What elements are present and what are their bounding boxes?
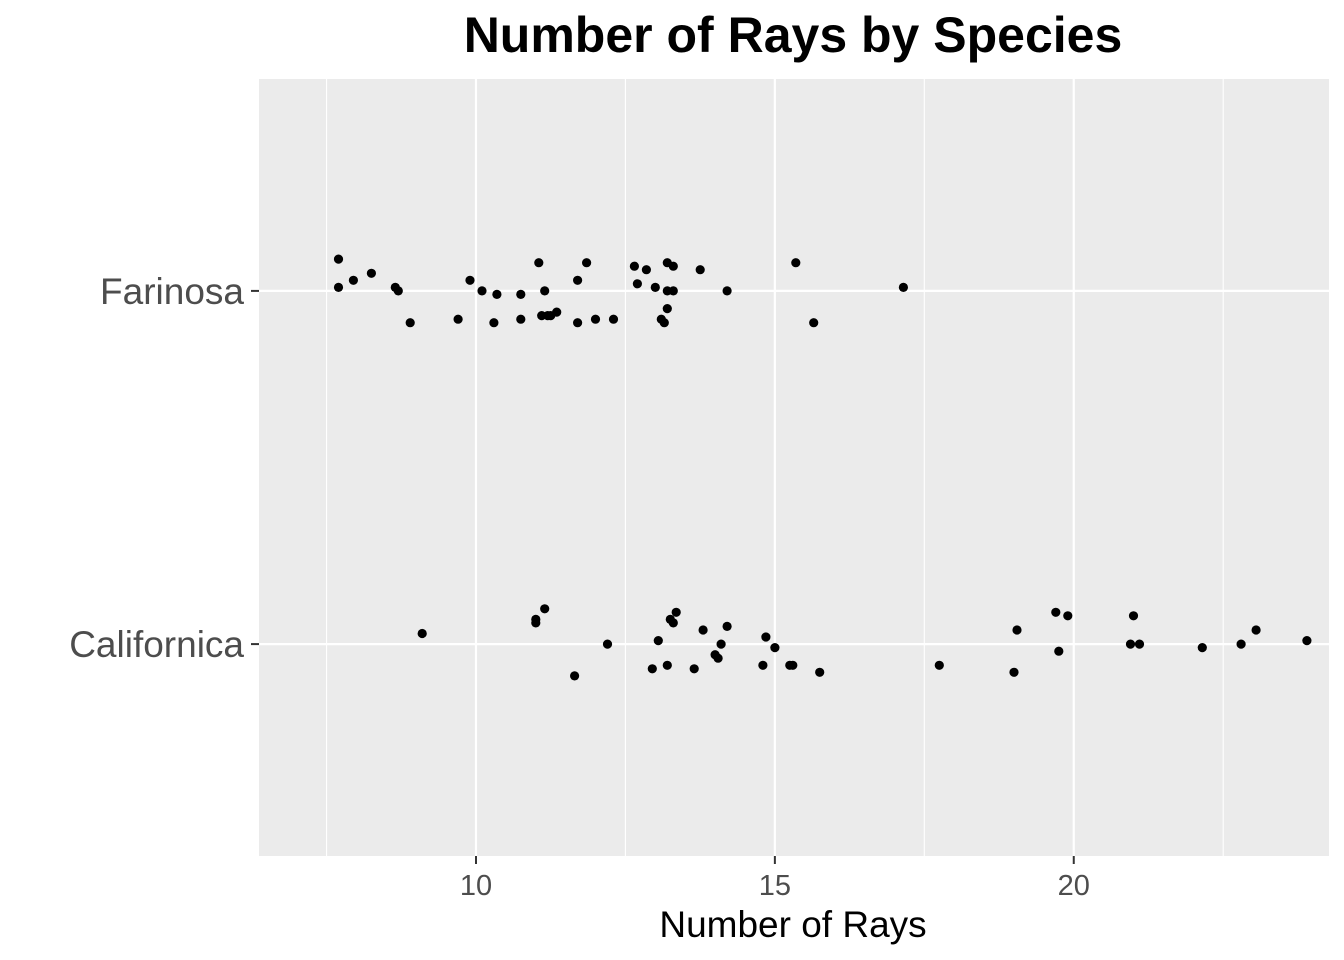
point-farinosa-21 [573,318,583,328]
point-californica-17 [722,621,732,632]
point-californica-4 [570,671,580,681]
point-farinosa-27 [641,265,652,275]
point-farinosa-28 [650,282,660,292]
point-farinosa-8 [465,275,475,285]
point-californica-35 [1251,625,1261,635]
point-californica-7 [653,636,663,646]
point-californica-3 [540,604,550,614]
point-farinosa-24 [608,314,619,324]
point-farinosa-5 [393,286,403,296]
point-farinosa-26 [632,279,643,289]
point-californica-20 [770,643,780,653]
point-farinosa-12 [516,289,526,299]
point-californica-31 [1128,611,1139,621]
point-californica-0 [417,628,427,639]
point-farinosa-2 [348,275,358,285]
point-farinosa-3 [366,268,376,278]
point-farinosa-7 [453,314,463,324]
x-tick-label-10: 10 [460,870,492,902]
y-tick-label-californica: Californica [69,624,244,665]
point-californica-33 [1197,643,1207,653]
point-californica-5 [602,639,613,649]
point-farinosa-23 [590,314,601,324]
point-californica-23 [815,667,825,677]
point-farinosa-33 [662,304,672,314]
point-californica-26 [1012,625,1022,635]
point-farinosa-19 [552,307,562,317]
point-californica-12 [689,664,699,674]
point-farinosa-30 [659,318,669,328]
point-farinosa-14 [534,258,544,268]
point-farinosa-0 [333,254,344,264]
point-farinosa-37 [722,286,732,296]
point-farinosa-34 [668,286,678,296]
point-californica-18 [758,660,768,670]
point-farinosa-25 [629,261,640,271]
point-farinosa-22 [582,258,592,268]
point-farinosa-11 [489,318,499,328]
point-farinosa-6 [405,318,415,328]
point-farinosa-38 [791,258,801,268]
point-farinosa-35 [668,261,678,271]
point-californica-24 [934,660,944,670]
point-farinosa-13 [516,314,526,324]
point-californica-28 [1054,646,1064,656]
point-californica-29 [1063,611,1073,621]
point-californica-16 [716,639,726,649]
point-californica-30 [1125,639,1136,649]
point-californica-6 [647,664,657,674]
point-californica-34 [1236,639,1246,649]
point-californica-19 [761,632,771,642]
chart-title: Number of Rays by Species [464,7,1123,63]
y-tick-label-farinosa: Farinosa [100,271,244,312]
point-californica-27 [1051,607,1061,617]
x-axis-title: Number of Rays [659,904,926,945]
point-farinosa-10 [492,289,502,299]
point-farinosa-1 [333,282,344,292]
data-points [333,254,1312,681]
plot-panel [259,79,1329,856]
point-californica-36 [1302,636,1312,646]
point-farinosa-20 [573,275,583,285]
point-farinosa-36 [695,265,705,275]
point-californica-10 [668,618,678,628]
point-farinosa-39 [809,318,819,328]
point-californica-15 [713,653,723,663]
point-californica-2 [531,614,541,625]
x-tick-label-20: 20 [1058,870,1090,902]
grid-lines [259,79,1329,856]
point-californica-25 [1009,667,1019,677]
point-californica-32 [1134,639,1145,649]
point-californica-22 [788,660,798,670]
point-farinosa-16 [540,286,550,296]
point-californica-8 [662,660,672,670]
point-farinosa-9 [477,286,487,296]
point-californica-13 [698,625,708,635]
x-tick-label-15: 15 [759,870,791,902]
point-farinosa-40 [898,282,909,292]
axes: 10 15 20 Californica Farinosa [69,271,1090,902]
point-californica-11 [671,607,681,617]
